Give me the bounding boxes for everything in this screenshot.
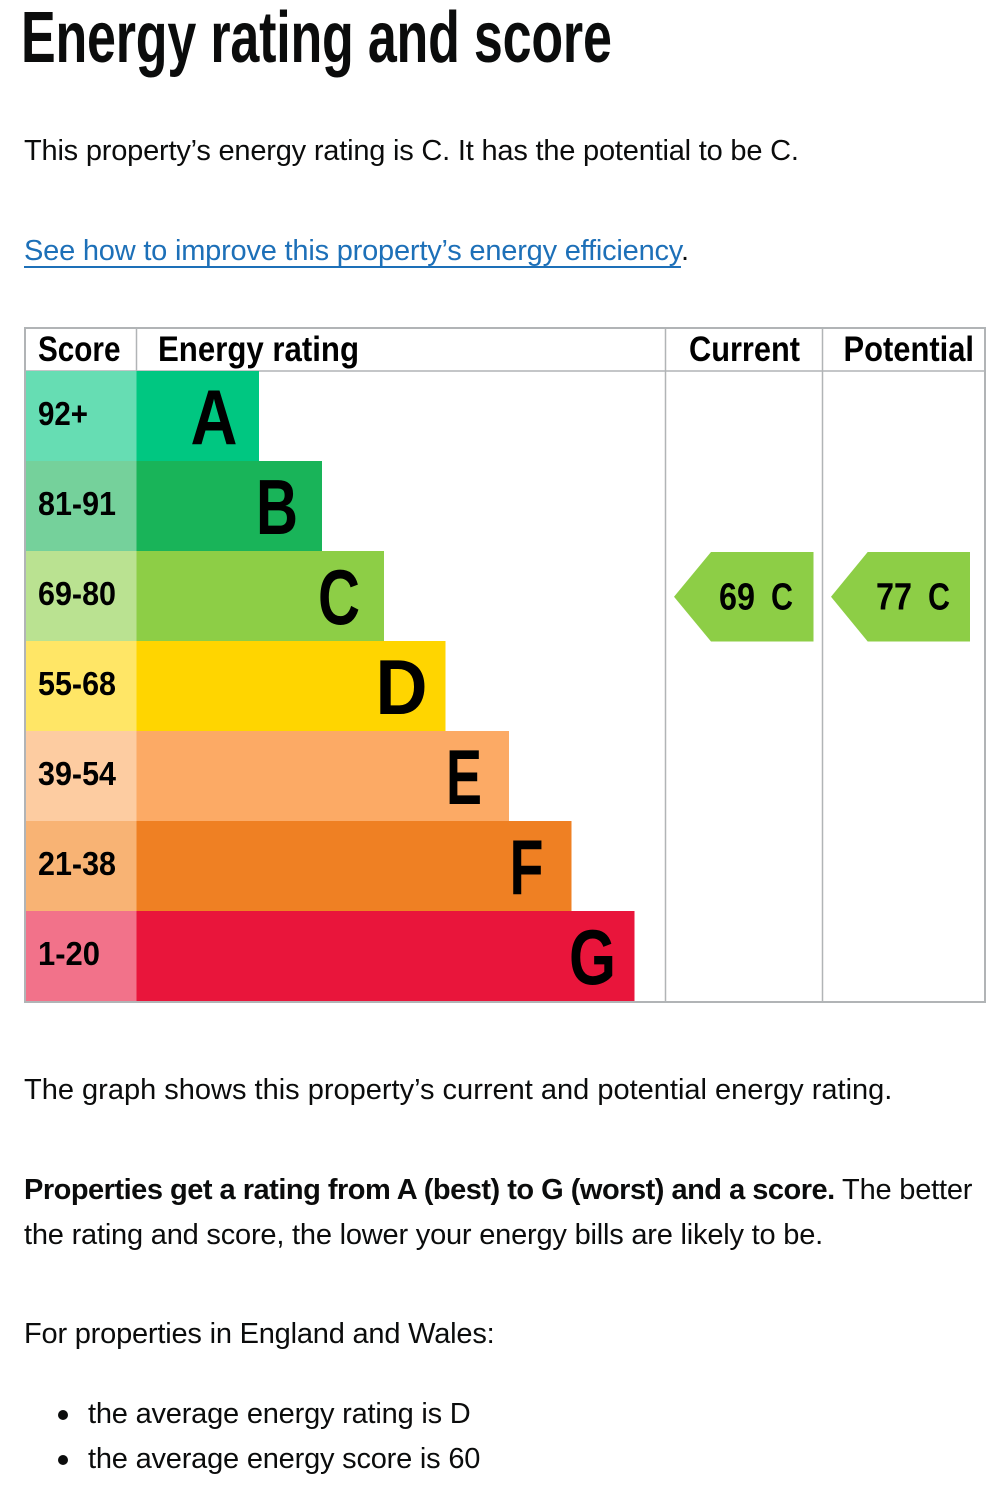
svg-text:Potential: Potential [844, 330, 975, 369]
svg-text:A: A [191, 373, 238, 461]
svg-text:C: C [771, 577, 793, 619]
svg-text:81-91: 81-91 [38, 486, 116, 523]
svg-text:D: D [376, 643, 428, 731]
svg-text:B: B [256, 463, 298, 551]
svg-text:F: F [510, 823, 544, 911]
svg-text:C: C [318, 553, 360, 641]
svg-text:C: C [928, 577, 950, 619]
svg-text:E: E [446, 733, 482, 821]
svg-text:Current: Current [689, 330, 800, 369]
svg-text:39-54: 39-54 [38, 756, 116, 793]
svg-text:Energy rating: Energy rating [158, 330, 359, 369]
svg-text:21-38: 21-38 [38, 846, 116, 883]
svg-text:55-68: 55-68 [38, 666, 116, 703]
svg-text:Score: Score [38, 330, 121, 369]
svg-text:92+: 92+ [38, 396, 88, 433]
svg-text:1-20: 1-20 [38, 936, 100, 973]
svg-text:G: G [569, 913, 616, 1001]
svg-text:77: 77 [876, 577, 912, 619]
svg-text:69-80: 69-80 [38, 576, 116, 613]
svg-text:69: 69 [719, 577, 755, 619]
